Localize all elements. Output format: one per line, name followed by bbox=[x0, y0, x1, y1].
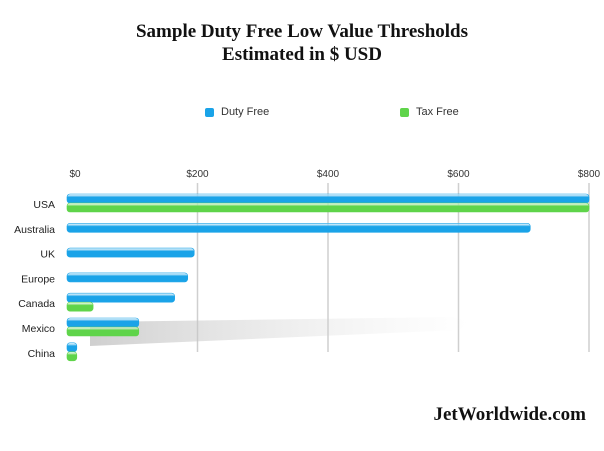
legend-item-tax-free: Tax Free bbox=[400, 106, 459, 118]
category-label: USA bbox=[33, 199, 55, 211]
category-label: Australia bbox=[14, 224, 55, 236]
x-tick-label: $600 bbox=[447, 169, 470, 180]
legend-label-tax-free: Tax Free bbox=[416, 106, 459, 118]
bar-duty-free-canada bbox=[66, 292, 175, 303]
category-label: China bbox=[28, 348, 56, 360]
x-tick-label: $400 bbox=[317, 169, 340, 180]
category-label: Europe bbox=[21, 273, 55, 285]
x-tick-label: $800 bbox=[578, 169, 601, 180]
bar-tax-free-canada bbox=[66, 301, 94, 312]
category-label: Mexico bbox=[22, 323, 55, 335]
x-tick-label: $200 bbox=[186, 169, 209, 180]
bar-shadows bbox=[90, 317, 470, 346]
bars bbox=[66, 193, 590, 362]
x-axis-ticks: $0 $200 $400 $600 $800 bbox=[69, 169, 600, 180]
bar-floor-shadow bbox=[90, 317, 470, 346]
bar-tax-free-usa bbox=[66, 202, 590, 213]
chart-title: Sample Duty Free Low Value Thresholds Es… bbox=[0, 20, 604, 66]
bar-duty-free-mexico bbox=[66, 317, 140, 328]
bar-duty-free-australia bbox=[66, 223, 531, 233]
legend-item-duty-free: Duty Free bbox=[205, 106, 269, 118]
category-label: UK bbox=[40, 249, 55, 261]
x-tick-label: $0 bbox=[69, 169, 81, 180]
legend-label-duty-free: Duty Free bbox=[221, 106, 270, 118]
bar-duty-free-europe bbox=[66, 272, 189, 283]
site-watermark: JetWorldwide.com bbox=[433, 404, 586, 425]
bar-tax-free-mexico bbox=[66, 326, 140, 337]
chart-title-line2: Estimated in $ USD bbox=[222, 44, 382, 65]
category-labels: USA Australia UK Europe Canada Mexico China bbox=[14, 199, 55, 360]
chart-title-line1: Sample Duty Free Low Value Thresholds bbox=[135, 21, 469, 42]
category-label: Canada bbox=[18, 298, 55, 310]
legend-swatch-duty-free bbox=[205, 107, 214, 117]
bar-tax-free-china bbox=[66, 351, 78, 362]
bar-duty-free-usa bbox=[66, 193, 590, 204]
legend-swatch-tax-free bbox=[400, 107, 409, 117]
bar-duty-free-china bbox=[66, 342, 78, 353]
bar-duty-free-uk bbox=[66, 247, 195, 258]
